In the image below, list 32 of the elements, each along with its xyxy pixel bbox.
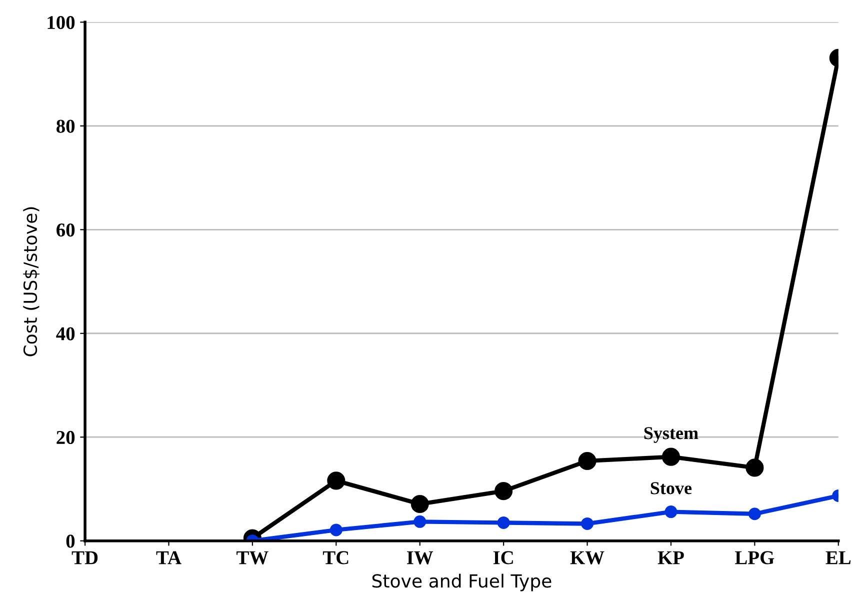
x-axis-title: Stove and Fuel Type <box>372 574 552 592</box>
point <box>327 472 346 490</box>
point <box>330 524 342 536</box>
x-tick-label: LPG <box>735 551 774 564</box>
point <box>410 494 429 514</box>
y-tick-label: 60 <box>56 223 75 237</box>
x-tick-label: EL <box>826 551 851 564</box>
series-label: Stove <box>650 482 692 494</box>
x-tick-label: IC <box>493 551 513 564</box>
x-tick-label: KP <box>658 551 684 564</box>
point <box>578 452 596 470</box>
x-tick-label: TC <box>322 551 348 564</box>
point <box>581 517 594 530</box>
point <box>662 448 680 466</box>
x-tick-label: TD <box>72 551 98 564</box>
y-tick-label: 0 <box>66 534 75 548</box>
point <box>414 515 426 528</box>
series-label: System <box>644 427 698 443</box>
y-tick-label: 20 <box>56 430 75 444</box>
y-tick-label: 40 <box>56 327 75 340</box>
point <box>494 482 513 500</box>
y-tick-label: 100 <box>48 16 75 30</box>
point <box>664 506 678 518</box>
y-tick-label: 80 <box>56 120 75 133</box>
point <box>746 458 764 477</box>
point <box>748 508 761 520</box>
x-tick-label: KW <box>570 551 604 564</box>
x-tick-label: IW <box>407 551 434 564</box>
x-tick-label: TW <box>236 551 268 564</box>
x-tick-label: TA <box>156 551 182 564</box>
y-axis-title: Cost (US$/stove) <box>23 207 40 356</box>
point <box>497 516 510 529</box>
